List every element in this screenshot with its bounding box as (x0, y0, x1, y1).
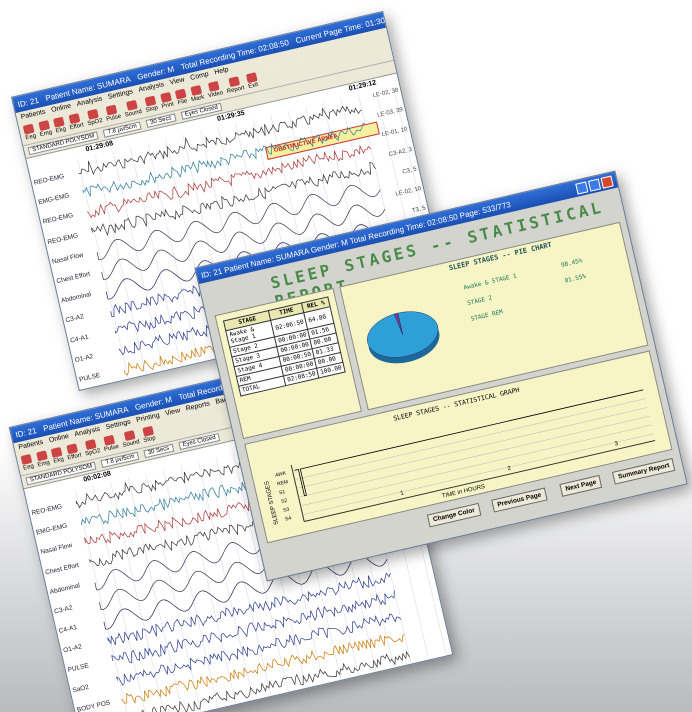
tool-button[interactable]: Emg (37, 120, 53, 138)
tool-label: Stop (143, 435, 156, 444)
tool-label: Emg (37, 460, 50, 469)
button[interactable]: Previous Page (491, 488, 547, 513)
stage-label: S1 (279, 489, 287, 496)
grid-line (301, 425, 652, 506)
tool-button[interactable]: Video (205, 80, 223, 99)
tool-button[interactable]: Ekg (53, 117, 67, 135)
tool-label: Emg (39, 130, 52, 139)
tool-label: Sound (124, 109, 142, 119)
button[interactable]: Print (684, 450, 688, 468)
legend-name: STAGE 2 (467, 295, 494, 308)
button[interactable]: Change Color (427, 503, 481, 528)
tool-button[interactable]: Emg (35, 450, 51, 468)
title-field: Page: 533/773 (401, 11, 451, 20)
legend-value: 01.55% (564, 273, 587, 285)
scene: ID: 21Patient Name: SUMARAGender: MTotal… (0, 0, 692, 712)
grid-line (78, 159, 129, 379)
tool-label: Eeg (23, 464, 35, 472)
tool-label: File (177, 98, 188, 106)
axis (291, 465, 304, 522)
tool-button[interactable]: Report (224, 75, 245, 95)
stage-label: AWK (275, 470, 288, 479)
grid-line (93, 486, 148, 712)
tool-label: Exit (248, 82, 259, 90)
tool-label: Stop (145, 105, 158, 114)
legend-name: Awake & STAGE 1 (463, 272, 518, 291)
button[interactable]: Next Page (559, 475, 602, 497)
tool-button[interactable]: SpO2 (85, 108, 104, 127)
grid-line (181, 465, 236, 705)
legend-name: STAGE REM (470, 308, 504, 322)
tool-button[interactable]: Pulse (104, 104, 122, 123)
grid-line (163, 469, 218, 709)
tool-button[interactable]: Effort (67, 113, 84, 132)
tool-label: Ekg (53, 457, 64, 465)
tool-label: Mark (191, 94, 205, 103)
tool-button[interactable]: Effort (65, 443, 82, 462)
tool-button[interactable]: File (175, 89, 188, 107)
waveform (125, 649, 410, 712)
tool-label: Sound (122, 439, 140, 449)
grid-line (198, 461, 253, 701)
tool-button[interactable]: Eeg (23, 124, 37, 142)
x-axis-label: TIME in HOURS (442, 484, 486, 500)
stage-label: S4 (285, 515, 293, 522)
stage-label: S2 (281, 498, 289, 505)
tool-label: Print (161, 101, 174, 110)
title-field: ID: 21 (15, 426, 38, 440)
tool-button[interactable]: Ekg (51, 447, 65, 465)
tool-button[interactable]: Stop (141, 426, 157, 444)
stage-label: REM (277, 479, 289, 487)
tool-button[interactable]: Print (159, 92, 175, 110)
tool-button[interactable]: Sound (122, 99, 143, 118)
tool-button[interactable]: Stop (143, 95, 159, 113)
tool-label: Eeg (25, 133, 37, 141)
legend-value: 98.45% (560, 257, 583, 269)
title-field: ID: 21 (17, 95, 40, 109)
tool-button[interactable]: Mark (188, 85, 205, 104)
tool-button[interactable]: SpO2 (83, 438, 102, 457)
tool-button[interactable]: Pulse (101, 434, 119, 453)
grid-line (75, 490, 130, 712)
tool-label: Ekg (55, 126, 66, 134)
tool-label: Report (226, 85, 245, 95)
tool-button[interactable]: Exit (246, 72, 259, 90)
waveform (121, 629, 406, 706)
stage-label: S3 (283, 507, 291, 514)
tool-button[interactable]: Eeg (21, 454, 35, 472)
tool-button[interactable]: Sound (120, 429, 141, 448)
